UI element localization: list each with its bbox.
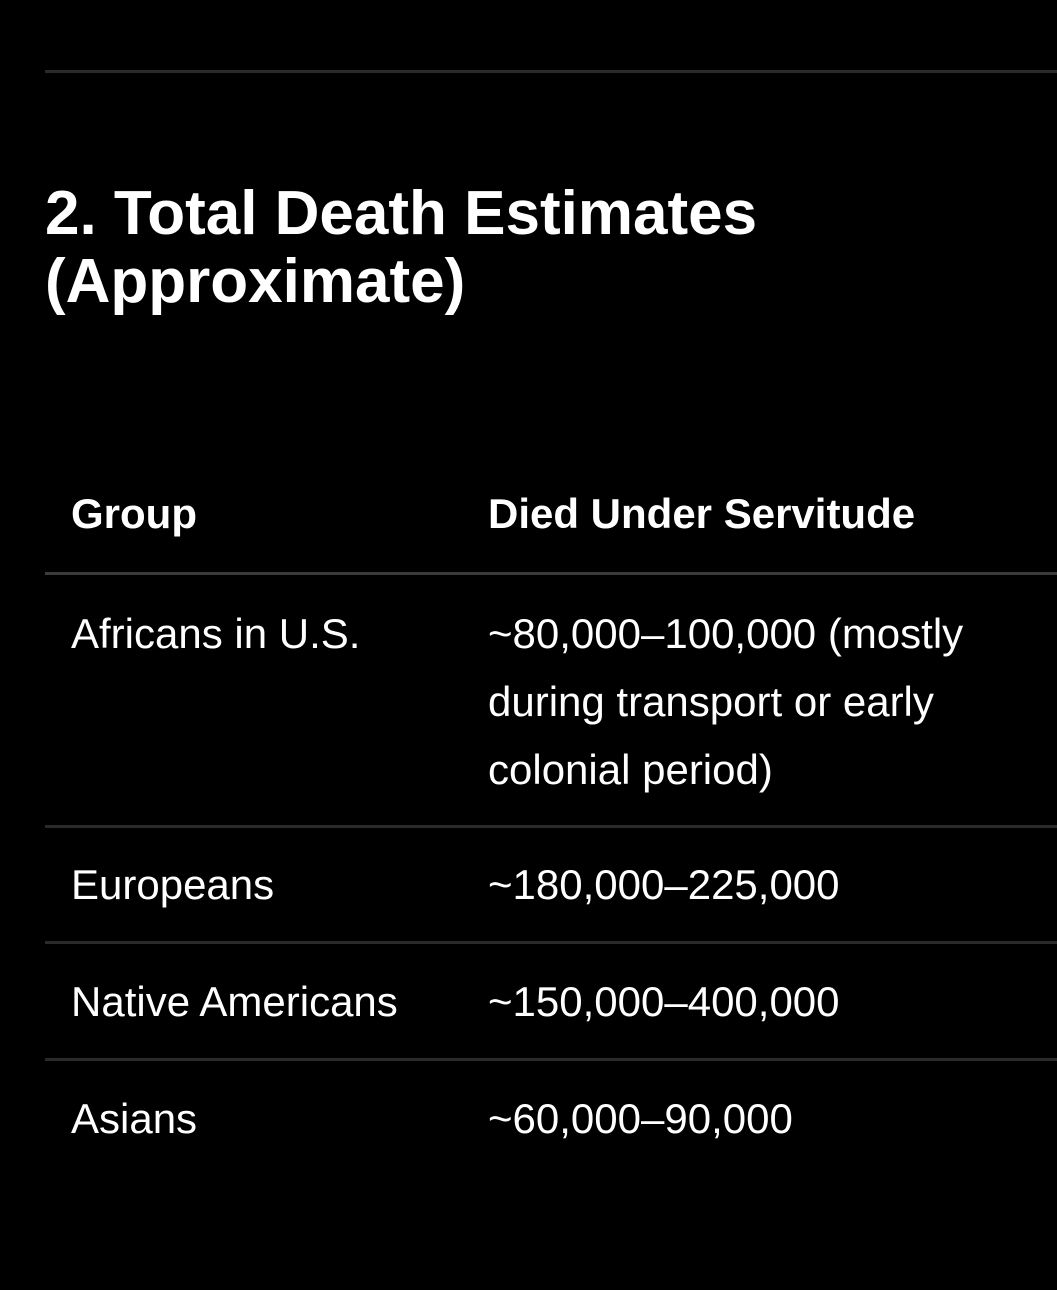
row-divider bbox=[45, 825, 1057, 828]
section-title: 2. Total Death Estimates (Approximate) bbox=[45, 179, 758, 316]
death-estimates-table[interactable]: Group Died Under Servitude Africans in U… bbox=[45, 440, 1057, 1260]
cell-group: Asians bbox=[71, 1095, 198, 1142]
cell-group: Africans in U.S. bbox=[71, 610, 361, 657]
table-row: Europeans ~180,000–225,000 bbox=[45, 851, 1057, 921]
cell-group: Native Americans bbox=[71, 978, 398, 1025]
row-divider bbox=[45, 1058, 1057, 1061]
cell-died: ~150,000–400,000 bbox=[488, 978, 840, 1025]
header-divider bbox=[45, 572, 1057, 575]
cell-died: ~80,000–100,000 (mostly during transport… bbox=[488, 610, 964, 793]
table-row: Asians ~60,000–90,000 bbox=[45, 1085, 1057, 1155]
table-header-row: Group Died Under Servitude bbox=[45, 480, 1057, 550]
cell-died: ~60,000–90,000 bbox=[488, 1095, 793, 1142]
table-row: Native Americans ~150,000–400,000 bbox=[45, 968, 1057, 1038]
cell-died: ~180,000–225,000 bbox=[488, 861, 840, 908]
header-group: Group bbox=[71, 490, 197, 537]
top-divider bbox=[45, 70, 1057, 73]
header-died-under-servitude: Died Under Servitude bbox=[488, 490, 916, 537]
table-row: Africans in U.S. ~80,000–100,000 (mostly… bbox=[45, 600, 1057, 800]
row-divider bbox=[45, 941, 1057, 944]
cell-group: Europeans bbox=[71, 861, 275, 908]
